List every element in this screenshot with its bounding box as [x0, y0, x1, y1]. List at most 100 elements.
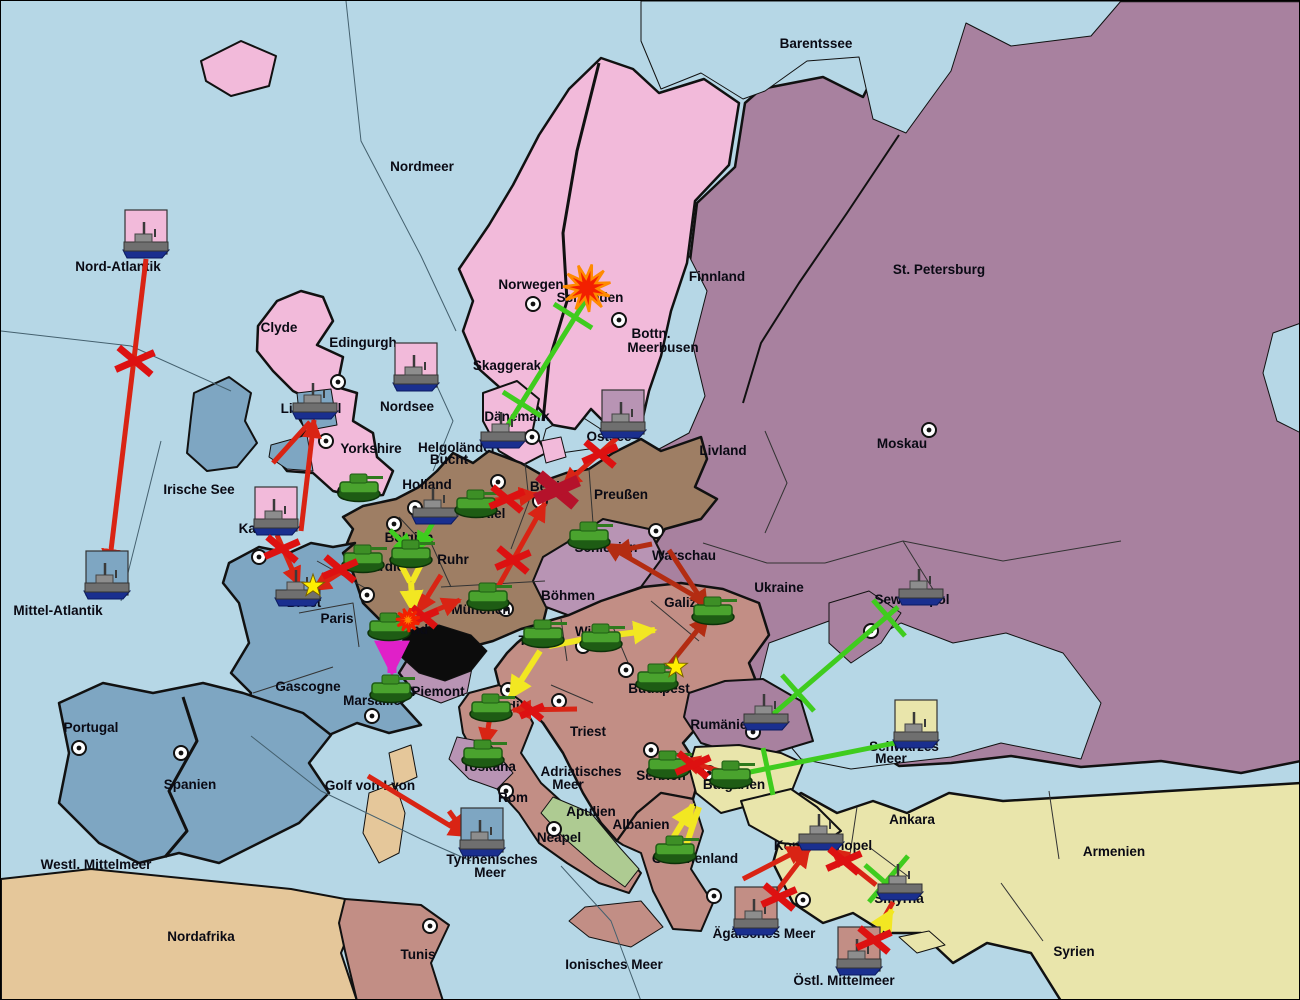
order-red-arrow — [298, 418, 322, 532]
region-irland[interactable] — [186, 376, 258, 472]
fleet-unit-tyrrhenisches-meer[interactable] — [458, 807, 507, 857]
tank-barrel — [720, 599, 737, 602]
label-b-hmen: Böhmen — [541, 588, 595, 603]
tank-hull — [468, 590, 508, 603]
label-meer: Meer — [552, 777, 584, 792]
fleet-unit-ostsee[interactable] — [599, 389, 648, 439]
fleet-unit-mittel-atlantik[interactable] — [83, 550, 132, 600]
tank-turret — [379, 612, 398, 623]
province-border — [824, 540, 1122, 564]
ship-superstructure — [754, 705, 773, 715]
fleet-unit-oestl-mittelmeer[interactable] — [835, 926, 884, 976]
label-meer: Meer — [875, 751, 907, 766]
region-island[interactable] — [200, 40, 277, 97]
region-seeland[interactable] — [540, 436, 567, 464]
ship-superstructure — [809, 825, 828, 835]
tank-hull — [471, 701, 511, 714]
tank-barrel — [596, 524, 613, 527]
region-tunis-region[interactable] — [338, 898, 450, 1000]
fleet-unit-schwarzes-meer[interactable] — [892, 699, 941, 749]
order-green-line — [744, 738, 906, 776]
tank-turret — [353, 544, 372, 555]
supply-center-core — [926, 427, 932, 433]
label-triest: Triest — [570, 724, 607, 739]
supply-center-core — [529, 434, 535, 440]
fleet-unit-smyrna[interactable] — [876, 864, 925, 901]
army-unit-bulgarien[interactable] — [709, 760, 755, 790]
army-unit-venedig[interactable] — [469, 693, 515, 723]
fleet-unit-aegaeisches-meer[interactable] — [732, 886, 781, 936]
ship-superstructure — [95, 574, 114, 584]
region-barentssee[interactable] — [640, 1, 1122, 134]
army-unit-belgien[interactable] — [389, 539, 435, 569]
fleet-unit-holland-kueste[interactable] — [411, 488, 460, 525]
fleet-unit-brest[interactable] — [274, 570, 323, 607]
army-unit-galizien[interactable] — [691, 596, 737, 626]
region-zypern[interactable] — [898, 930, 946, 954]
ship-hull — [600, 421, 646, 432]
ship-hull — [743, 713, 789, 724]
supply-center-dot — [648, 523, 664, 539]
label-rum-nien: Rumänien — [690, 717, 755, 732]
supply-center-dot — [498, 783, 514, 799]
fleet-unit-nordsee[interactable] — [392, 342, 441, 392]
supply-center-core — [335, 379, 341, 385]
ship-superstructure — [491, 423, 510, 433]
army-unit-marsaille[interactable] — [369, 674, 415, 704]
fleet-unit-liverpool[interactable] — [291, 383, 340, 420]
label-armenien: Armenien — [1083, 844, 1145, 859]
province-border — [868, 846, 910, 878]
x-stroke — [518, 702, 546, 720]
tank-turret — [349, 473, 368, 484]
army-unit-toskana[interactable] — [461, 739, 507, 769]
fleet-unit-daenemark[interactable] — [479, 412, 528, 449]
label-bottn-: Bottn. — [632, 326, 671, 341]
units-layer — [83, 209, 946, 976]
tank-turret — [647, 663, 666, 674]
tank-barrel — [366, 476, 383, 479]
order-red-arrow — [741, 844, 807, 882]
province-border — [742, 134, 900, 404]
region-iberien[interactable] — [57, 681, 333, 865]
army-unit-muenchen[interactable] — [466, 582, 512, 612]
province-border — [163, 696, 199, 858]
ship-superstructure — [888, 875, 907, 885]
fleet-unit-kanal[interactable] — [252, 486, 301, 536]
region-wales[interactable] — [268, 434, 314, 472]
fleet-unit-rumaenien[interactable] — [742, 694, 791, 731]
fleet-unit-sewastopol[interactable] — [897, 569, 946, 606]
region-sizilien[interactable] — [568, 900, 664, 948]
army-unit-schlesien[interactable] — [567, 521, 613, 551]
army-unit-kiel[interactable] — [454, 489, 500, 519]
label-nordmeer: Nordmeer — [390, 159, 455, 174]
army-unit-wien[interactable] — [579, 623, 625, 653]
region-skandinavien[interactable] — [457, 56, 741, 436]
label-tunis: Tunis — [401, 947, 436, 962]
order-yellow-arrow — [613, 620, 658, 645]
supply-center-core — [364, 592, 370, 598]
region-tuerkei[interactable] — [763, 781, 1300, 1000]
supply-center-dot — [611, 312, 627, 328]
province-border — [560, 865, 641, 999]
label-gascogne: Gascogne — [275, 679, 341, 694]
supply-center-dot — [359, 587, 375, 603]
army-unit-griechenland[interactable] — [653, 835, 699, 865]
ship-hull — [877, 883, 923, 894]
order-darkred-arrow — [611, 538, 653, 559]
failed-move-x-marker — [263, 534, 301, 564]
order-red-line — [271, 420, 312, 465]
order-yellow-arrow — [507, 649, 543, 701]
army-unit-tirol[interactable] — [521, 619, 567, 649]
province-border — [1, 330, 232, 392]
region-kaspisches-meer[interactable] — [1262, 323, 1300, 433]
army-unit-london[interactable] — [337, 473, 383, 503]
label-preu-en: Preußen — [594, 487, 648, 502]
region-apulien-region[interactable] — [540, 796, 640, 888]
ship-superstructure — [404, 366, 423, 376]
x-stroke — [760, 886, 798, 908]
region-korsika[interactable] — [388, 744, 418, 788]
fleet-unit-nord-atlantik[interactable] — [122, 209, 171, 259]
tank-turret — [533, 619, 552, 630]
